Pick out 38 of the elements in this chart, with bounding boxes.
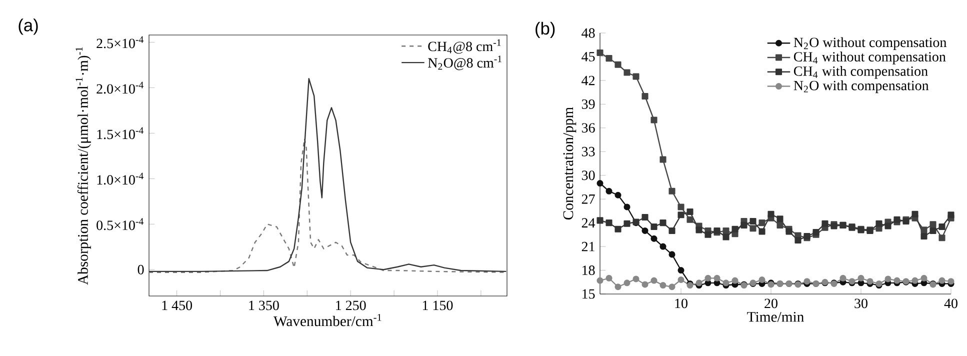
y-tick-label: 39 — [582, 99, 595, 109]
chart-title: (b) — [536, 22, 555, 38]
legend-label: N$_{2}$O without compensation — [794, 37, 946, 50]
x-tick-label: 40 — [944, 298, 958, 308]
x-tick-label: 10 — [675, 298, 688, 308]
y-tick-label: 42 — [582, 76, 595, 86]
x-tick-label: 1 450 — [162, 300, 192, 310]
x-tick-label: 1 250 — [336, 300, 366, 310]
y-tick-label: 33 — [582, 146, 595, 156]
y-tick-label: 21 — [582, 242, 594, 252]
chart-title: (a) — [18, 18, 38, 35]
y-tick-label: 1.0×10$^{-4}$ — [97, 172, 144, 185]
y-axis-title: Absorption coefficient/(μmol·mol$^{-1}$·m)$^{-1}$ — [76, 47, 91, 285]
y-tick-label: 18 — [582, 266, 595, 275]
x-tick-label: 20 — [764, 298, 778, 308]
x-axis-title: Time/min — [747, 312, 804, 322]
y-tick-label: 30 — [582, 170, 595, 180]
y-tick-label: 0.5×10$^{-4}$ — [96, 218, 144, 230]
y-tick-label: 0 — [138, 264, 144, 274]
y-tick-label: 48 — [582, 28, 595, 38]
y-tick-label: 27 — [582, 194, 595, 204]
x-axis-title: Wavenumber/cm$^{-1}$ — [274, 314, 382, 326]
legend-label: N$_{2}$O with compensation — [794, 80, 929, 94]
y-tick-label: 1.5×10$^{-4}$ — [97, 127, 144, 140]
y-tick-label: 36 — [582, 123, 595, 133]
legend-label: N$_{2}$O@8 cm$^{-1}$ — [428, 56, 502, 70]
x-tick-label: 1 150 — [422, 300, 453, 310]
y-tick-label: 45 — [582, 52, 595, 62]
legend-label: CH$_{4}$ without compensation — [794, 52, 946, 64]
legend-label: CH$_{4}$ with compensation — [794, 66, 928, 79]
y-tick-label: 15 — [582, 289, 595, 299]
x-tick-label: 1 350 — [249, 300, 279, 310]
legend-label: CH$_{4}$@8 cm$^{-1}$ — [428, 39, 501, 54]
y-tick-label: 24 — [582, 218, 596, 228]
x-tick-label: 30 — [854, 298, 868, 308]
y-axis-title: Concentration/ppm — [563, 107, 576, 220]
y-tick-label: 2.0×10$^{-4}$ — [96, 82, 144, 94]
y-tick-label: 2.5×10$^{-4}$ — [96, 36, 144, 48]
